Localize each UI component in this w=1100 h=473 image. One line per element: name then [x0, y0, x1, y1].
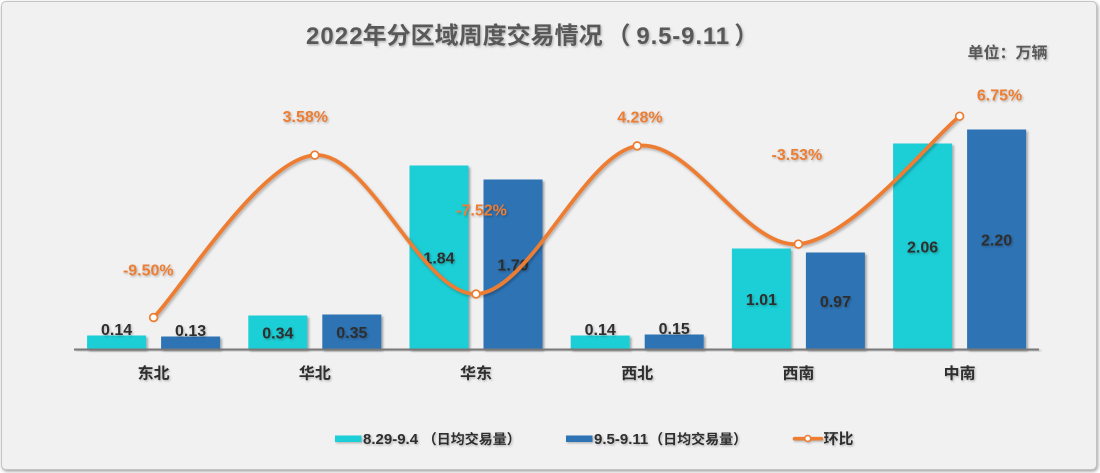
- svg-text:0.14: 0.14: [585, 322, 616, 339]
- svg-text:2022: 2022: [306, 23, 364, 50]
- svg-text:0.35: 0.35: [336, 325, 367, 342]
- svg-text:9.5-9.11: 9.5-9.11: [636, 23, 730, 50]
- svg-text:1.70: 1.70: [497, 257, 528, 274]
- svg-text:8.29-9.4: 8.29-9.4: [363, 431, 419, 448]
- svg-text:1.01: 1.01: [746, 292, 777, 309]
- svg-text:-3.53%: -3.53%: [772, 147, 823, 164]
- svg-text:2.06: 2.06: [907, 239, 938, 256]
- svg-text:2.20: 2.20: [981, 232, 1012, 249]
- svg-text:0.13: 0.13: [175, 323, 206, 340]
- svg-text:0.15: 0.15: [659, 321, 690, 338]
- svg-text:4.28%: 4.28%: [617, 109, 662, 126]
- svg-text:-9.50%: -9.50%: [123, 263, 174, 280]
- svg-text:1.84: 1.84: [423, 250, 454, 267]
- svg-text:3.58%: 3.58%: [283, 109, 328, 126]
- svg-text:-7.52%: -7.52%: [456, 203, 507, 220]
- svg-text:0.97: 0.97: [820, 294, 851, 311]
- svg-text:6.75%: 6.75%: [977, 88, 1022, 105]
- svg-text:0.14: 0.14: [101, 322, 132, 339]
- svg-text:9.5-9.11: 9.5-9.11: [594, 431, 648, 448]
- svg-text:0.34: 0.34: [262, 325, 293, 342]
